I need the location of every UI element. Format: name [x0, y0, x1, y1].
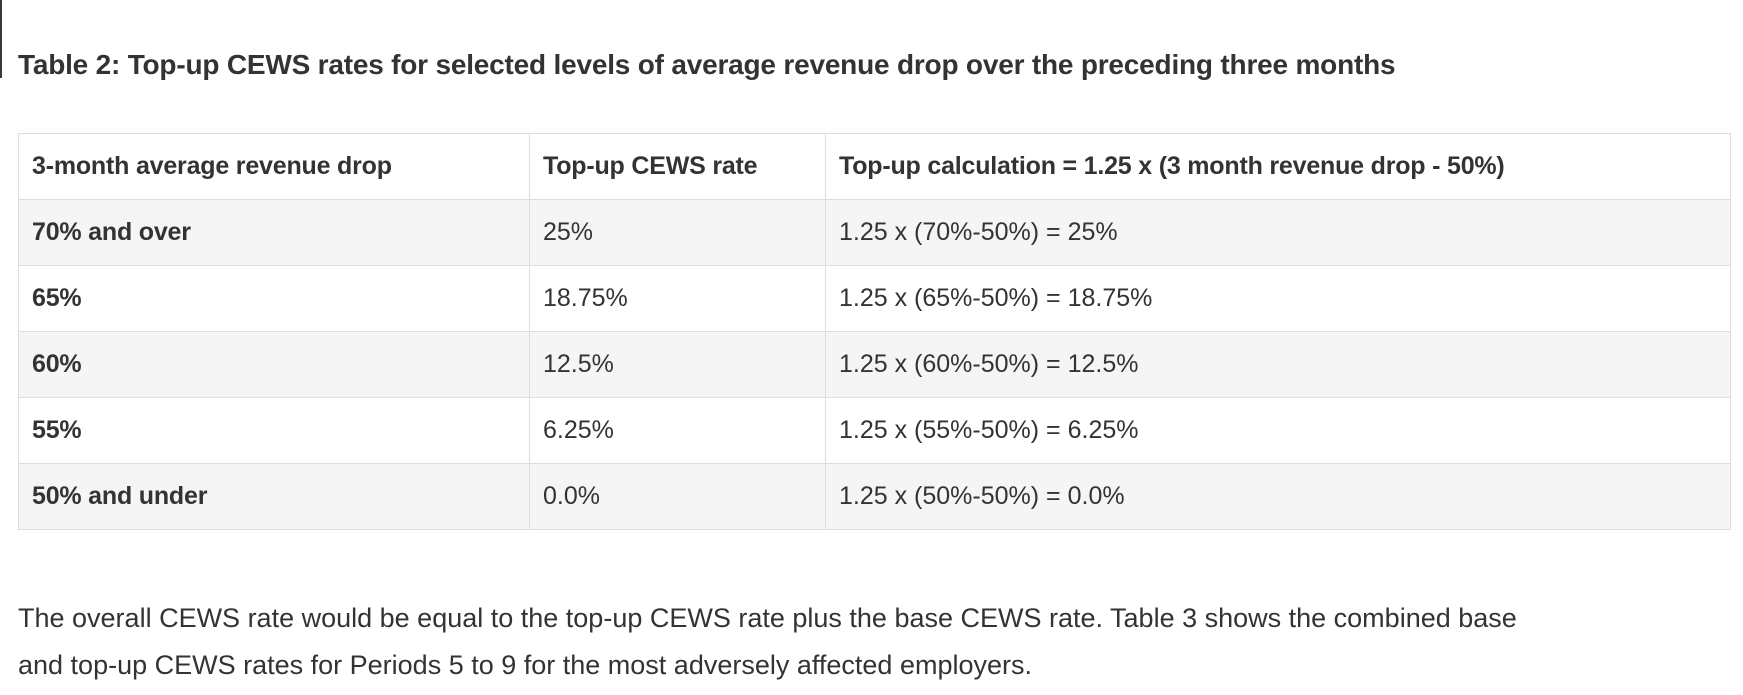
table-header-row: 3-month average revenue drop Top-up CEWS… [18, 133, 1731, 200]
cell-revenue-drop: 60% [18, 331, 530, 398]
column-header-topup-rate: Top-up CEWS rate [529, 133, 826, 200]
cell-revenue-drop: 55% [18, 397, 530, 464]
cell-topup-rate: 6.25% [529, 397, 826, 464]
cell-topup-calculation: 1.25 x (50%-50%) = 0.0% [825, 463, 1731, 530]
cell-topup-calculation: 1.25 x (60%-50%) = 12.5% [825, 331, 1731, 398]
cell-revenue-drop: 50% and under [18, 463, 530, 530]
cell-revenue-drop: 70% and over [18, 199, 530, 266]
table-row: 65% 18.75% 1.25 x (65%-50%) = 18.75% [18, 265, 1731, 332]
table-row: 55% 6.25% 1.25 x (55%-50%) = 6.25% [18, 397, 1731, 464]
screen-edge-artifact [0, 0, 2, 78]
table-row: 60% 12.5% 1.25 x (60%-50%) = 12.5% [18, 331, 1731, 398]
cell-topup-rate: 25% [529, 199, 826, 266]
table-row: 70% and over 25% 1.25 x (70%-50%) = 25% [18, 199, 1731, 266]
cell-topup-calculation: 1.25 x (65%-50%) = 18.75% [825, 265, 1731, 332]
cell-topup-rate: 18.75% [529, 265, 826, 332]
cell-topup-rate: 12.5% [529, 331, 826, 398]
cell-topup-calculation: 1.25 x (55%-50%) = 6.25% [825, 397, 1731, 464]
explanatory-paragraph: The overall CEWS rate would be equal to … [18, 603, 1517, 680]
cell-topup-rate: 0.0% [529, 463, 826, 530]
table-row: 50% and under 0.0% 1.25 x (50%-50%) = 0.… [18, 463, 1731, 530]
cell-topup-calculation: 1.25 x (70%-50%) = 25% [825, 199, 1731, 266]
cell-revenue-drop: 65% [18, 265, 530, 332]
column-header-revenue-drop: 3-month average revenue drop [18, 133, 530, 200]
topup-cews-rates-table: 3-month average revenue drop Top-up CEWS… [18, 133, 1731, 530]
table-caption-heading: Table 2: Top-up CEWS rates for selected … [18, 49, 1396, 81]
column-header-topup-calculation: Top-up calculation = 1.25 x (3 month rev… [825, 133, 1731, 200]
